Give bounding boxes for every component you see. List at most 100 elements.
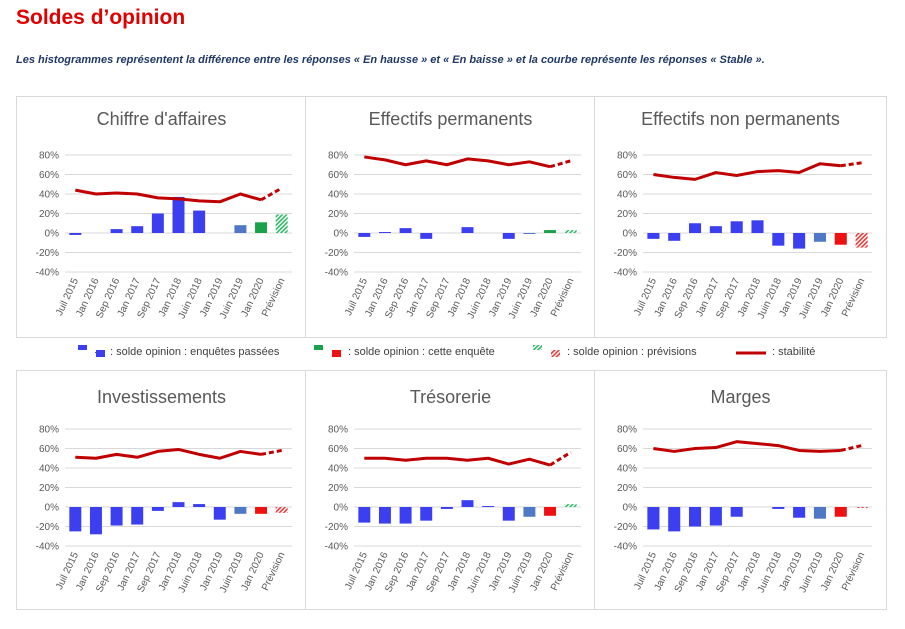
bar: [461, 227, 474, 233]
y-tick-label: 0%: [45, 229, 60, 240]
y-tick-label: -40%: [614, 542, 637, 553]
legend-label-forecast: : solde opinion : prévisions: [567, 346, 697, 358]
chart-title: Investissements: [97, 387, 226, 407]
y-tick-label: -40%: [36, 268, 59, 279]
y-tick-label: -20%: [614, 522, 637, 533]
stability-forecast-line: [840, 161, 862, 168]
bar: [151, 213, 164, 233]
chart-title: Marges: [710, 387, 770, 407]
bar: [89, 507, 102, 535]
bar: [813, 507, 826, 519]
bar: [110, 507, 123, 526]
y-tick-label: -20%: [36, 248, 59, 259]
chart-title: Chiffre d'affaires: [97, 109, 227, 129]
bar: [793, 507, 806, 518]
bar: [502, 507, 515, 521]
bar: [131, 507, 144, 525]
bar: [399, 507, 412, 524]
bar: [131, 226, 144, 233]
y-tick-label: -20%: [36, 522, 59, 533]
stability-forecast-line: [260, 186, 283, 202]
y-tick-label: 20%: [39, 483, 59, 494]
bar: [668, 507, 681, 532]
y-tick-label: 40%: [328, 464, 348, 475]
bar: [69, 507, 82, 532]
y-tick-label: 60%: [39, 444, 59, 455]
y-tick-label: -40%: [325, 542, 348, 553]
y-tick-label: 80%: [617, 425, 637, 436]
y-tick-label: 40%: [617, 464, 637, 475]
y-tick-label: 20%: [328, 209, 348, 220]
y-tick-label: 80%: [328, 151, 348, 162]
chart-panel-chiffre-affaires: Chiffre d'affaires 80% 60% 40% 20% 0% -20% -40%…: [16, 96, 307, 338]
bar: [255, 507, 268, 514]
bar: [647, 233, 660, 239]
bar: [420, 233, 433, 239]
bar: [730, 221, 743, 233]
bar: [523, 233, 536, 234]
bar: [709, 507, 722, 526]
bar: [358, 233, 371, 237]
y-tick-label: 60%: [617, 170, 637, 181]
stability-forecast-line: [260, 448, 282, 456]
stability-line: [653, 440, 841, 453]
y-tick-label: 40%: [617, 190, 637, 201]
chart-title: Trésorerie: [410, 387, 491, 407]
y-tick-label: 80%: [39, 425, 59, 436]
y-tick-label: -20%: [325, 522, 348, 533]
bar: [834, 507, 847, 517]
bar: [564, 504, 577, 507]
y-tick-label: 60%: [39, 170, 59, 181]
bar: [668, 233, 681, 241]
bar: [834, 233, 847, 245]
bar: [730, 507, 743, 517]
y-tick-label: 0%: [623, 503, 638, 514]
bar: [234, 225, 247, 233]
bar: [772, 233, 785, 246]
legend-label-stability: : stabilité: [772, 346, 816, 358]
bar: [564, 230, 577, 233]
page-subtitle: Les histogrammes représentent la différe…: [16, 54, 765, 66]
y-tick-label: 0%: [334, 229, 349, 240]
bar: [461, 500, 474, 507]
bar: [440, 507, 453, 509]
chart-panel-investissements: Investissements 80% 60% 40% 20% 0% -20% -40% Jui…: [16, 370, 307, 610]
y-tick-label: 60%: [328, 170, 348, 181]
bar: [482, 506, 495, 508]
legend-item-forecast: : solde opinion : prévisions: [531, 343, 697, 363]
chart-panel-tresorerie: Trésorerie 80% 60% 40% 20% 0% -20% -40% Juil 201…: [305, 370, 596, 610]
legend-item-stability: : stabilité: [734, 343, 815, 363]
bar: [110, 229, 123, 233]
legend: : solde opinion : enquêtes passées : sol…: [66, 343, 866, 363]
chart-panel-effectifs-permanents: Effectifs permanents 80% 60% 40% 20% 0% -20% -4…: [305, 96, 596, 338]
stability-forecast-line: [549, 159, 572, 169]
legend-label-current: : solde opinion : cette enquête: [348, 346, 495, 358]
y-tick-label: 80%: [39, 151, 59, 162]
chart-title: Effectifs permanents: [369, 109, 533, 129]
y-tick-label: 20%: [617, 483, 637, 494]
y-tick-label: 60%: [328, 444, 348, 455]
bar: [420, 507, 433, 521]
page-title: Soldes d’opinion: [16, 6, 186, 29]
bar: [855, 233, 868, 248]
bar: [255, 222, 268, 233]
chart-panel-marges: Marges 80% 60% 40% 20% 0% -20% -40% Juil 2015 Jan…: [594, 370, 887, 610]
bar: [544, 507, 557, 516]
bar: [358, 507, 371, 523]
bar: [647, 507, 660, 530]
y-tick-label: -40%: [614, 268, 637, 279]
bar: [378, 507, 391, 524]
bar: [751, 220, 764, 233]
bar: [772, 507, 785, 509]
bar: [172, 502, 185, 507]
bar: [378, 232, 391, 234]
bar: [193, 210, 206, 233]
y-tick-label: -40%: [36, 542, 59, 553]
bar: [213, 507, 226, 520]
legend-label-past: : solde opinion : enquêtes passées: [110, 346, 280, 358]
stability-line: [653, 162, 841, 181]
bar: [689, 223, 702, 233]
legend-swatch-forecast: [533, 345, 560, 357]
bar: [399, 228, 412, 233]
y-tick-label: -40%: [325, 268, 348, 279]
